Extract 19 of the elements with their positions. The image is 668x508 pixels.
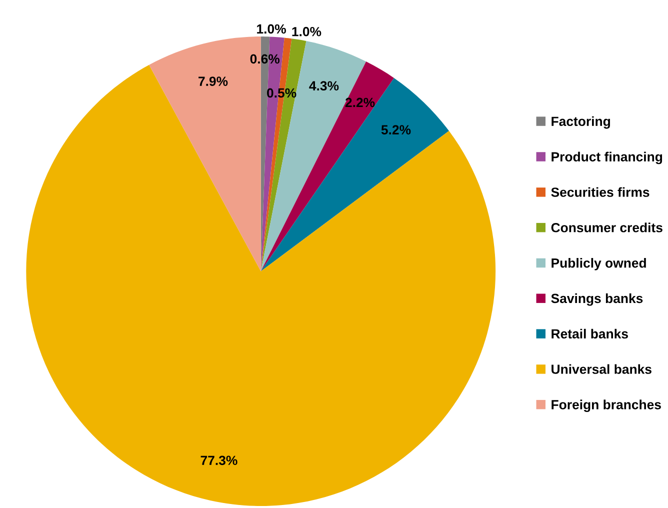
- data-label: 7.9%: [198, 76, 228, 86]
- data-label: 0.6%: [250, 54, 280, 64]
- legend-label: Savings banks: [551, 293, 643, 306]
- legend-label: Product financing: [552, 152, 662, 164]
- legend-label: Consumer credits: [551, 222, 662, 232]
- data-label: 2.2%: [345, 98, 375, 108]
- data-label: 77.3%: [200, 456, 238, 466]
- legend-label: Retail banks: [552, 328, 628, 339]
- data-label: 1.0%: [257, 24, 286, 34]
- data-label: 5.2%: [381, 125, 411, 134]
- data-label: 1.0%: [292, 26, 322, 36]
- legend-label: Foreign branches: [552, 400, 661, 412]
- legend-label: Securities firms: [551, 187, 650, 197]
- legend-label: Universal banks: [552, 364, 652, 374]
- pie-slice: [26, 64, 496, 506]
- legend-label: Factoring: [552, 116, 610, 129]
- data-label: 4.3%: [309, 81, 339, 91]
- legend-label: Publicly owned: [552, 258, 646, 270]
- pie-slice: [260, 78, 449, 272]
